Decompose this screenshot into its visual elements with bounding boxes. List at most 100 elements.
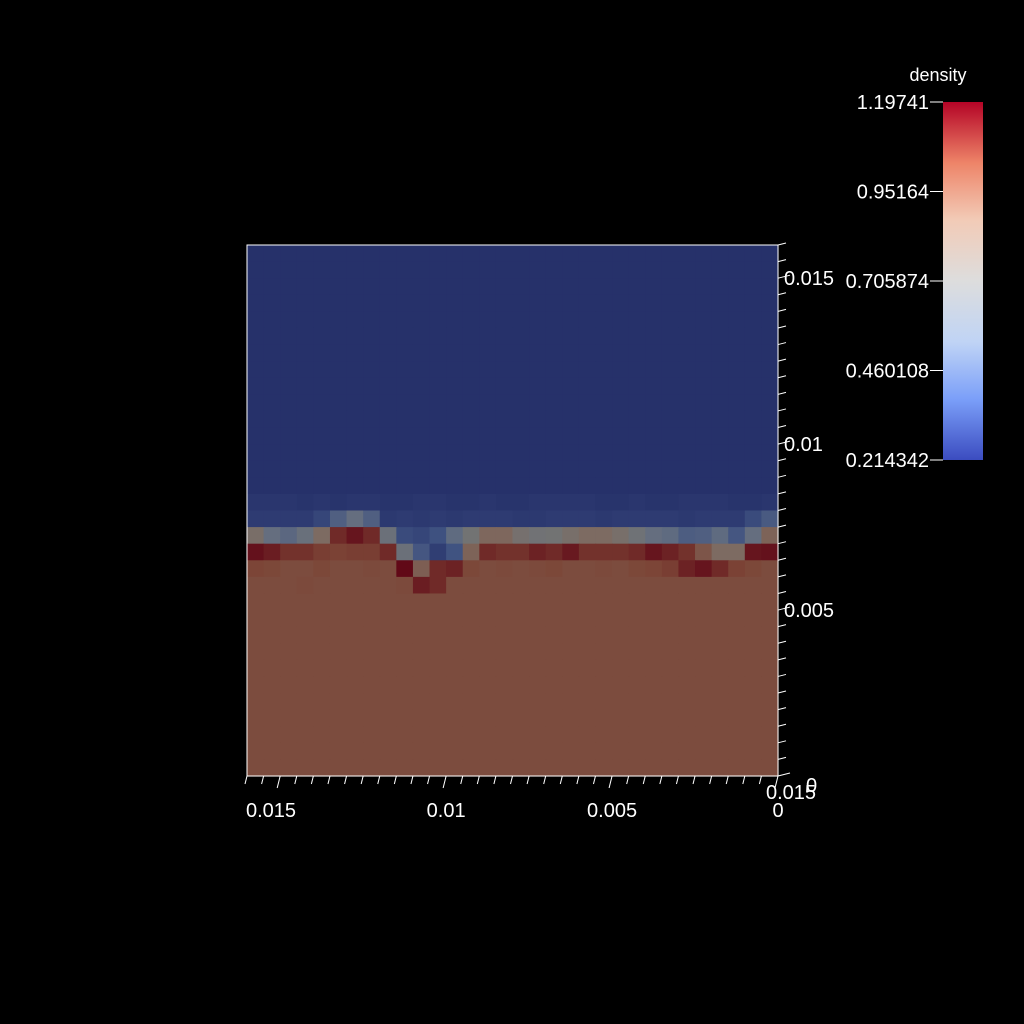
heatmap-cell xyxy=(529,510,547,528)
heatmap-cell xyxy=(412,493,431,512)
heatmap-cell xyxy=(429,444,447,462)
heatmap-cell xyxy=(247,626,265,644)
heatmap-cell xyxy=(329,676,348,694)
heatmap-cell xyxy=(512,361,530,379)
heatmap-cell xyxy=(529,311,547,329)
x-major-tick xyxy=(442,775,447,789)
x-minor-tick xyxy=(725,775,729,785)
heatmap-cell xyxy=(446,643,464,661)
heatmap-cell xyxy=(562,311,580,329)
heatmap-cell xyxy=(479,444,497,462)
heatmap-cell xyxy=(612,278,630,296)
heatmap-cell xyxy=(329,510,348,528)
heatmap-cell xyxy=(313,477,331,495)
colorbar-tick-label: 1.19741 xyxy=(857,92,929,114)
heatmap-cell xyxy=(363,726,381,744)
heatmap-cell xyxy=(296,245,314,263)
heatmap-cell xyxy=(296,576,314,595)
heatmap-cell xyxy=(247,742,265,760)
heatmap-cell xyxy=(529,676,547,694)
heatmap-cell xyxy=(661,344,680,362)
heatmap-cell xyxy=(628,493,646,512)
heatmap-cell xyxy=(329,726,348,744)
colorbar-title: density xyxy=(909,65,966,85)
heatmap-cell xyxy=(263,510,281,528)
heatmap-cell xyxy=(396,394,414,412)
y-axis: 0 0.005 0.01 0.015 xyxy=(777,242,834,797)
x-minor-tick xyxy=(360,775,364,785)
heatmap-cell xyxy=(313,344,331,362)
heatmap-cell xyxy=(595,626,613,644)
heatmap-cell xyxy=(296,394,314,412)
heatmap-cell xyxy=(661,278,680,296)
heatmap-cell xyxy=(728,693,746,711)
heatmap-cell xyxy=(280,593,298,611)
heatmap-cell xyxy=(711,361,729,379)
heatmap-cell xyxy=(645,527,663,545)
heatmap-cell xyxy=(313,709,331,727)
heatmap-cell xyxy=(578,543,597,561)
x-minor-tick xyxy=(310,775,314,785)
heatmap-cell xyxy=(263,643,281,661)
heatmap-cell xyxy=(263,311,281,329)
heatmap-cell xyxy=(280,527,298,545)
heatmap-cell xyxy=(612,659,630,678)
heatmap-cell xyxy=(363,709,381,727)
heatmap-cell xyxy=(744,626,762,644)
y-minor-tick xyxy=(777,474,787,478)
heatmap-cell xyxy=(396,493,414,512)
heatmap-cell xyxy=(578,610,597,628)
heatmap-cell xyxy=(578,709,597,727)
heatmap-cell xyxy=(296,278,314,296)
heatmap-cell xyxy=(661,759,680,777)
heatmap-cell xyxy=(578,477,597,495)
heatmap-cell xyxy=(363,676,381,694)
heatmap-cell xyxy=(396,410,414,429)
heatmap-cell xyxy=(346,510,364,528)
heatmap-cell xyxy=(695,643,713,661)
heatmap-cell xyxy=(379,593,397,611)
heatmap-cell xyxy=(263,759,281,777)
heatmap-cell xyxy=(495,576,514,595)
heatmap-cell xyxy=(280,477,298,495)
heatmap-cell xyxy=(645,344,663,362)
heatmap-cell xyxy=(329,278,348,296)
heatmap-cell xyxy=(379,444,397,462)
heatmap-cell xyxy=(247,493,265,512)
heatmap-cell xyxy=(512,576,530,595)
heatmap-cell xyxy=(595,527,613,545)
heatmap-cell xyxy=(379,493,397,512)
heatmap-cell xyxy=(744,726,762,744)
heatmap-cell xyxy=(678,742,696,760)
heatmap-cell xyxy=(529,245,547,263)
heatmap-cell xyxy=(595,311,613,329)
heatmap-cell xyxy=(545,460,563,478)
heatmap-cell xyxy=(263,394,281,412)
heatmap-cell xyxy=(529,543,547,561)
heatmap-cell xyxy=(761,493,779,512)
heatmap-cell xyxy=(661,394,680,412)
y-minor-tick xyxy=(777,640,787,644)
heatmap-cell xyxy=(545,245,563,263)
heatmap-cell xyxy=(628,659,646,678)
heatmap-cell xyxy=(396,377,414,395)
heatmap-cell xyxy=(661,709,680,727)
heatmap-cell xyxy=(761,510,779,528)
heatmap-cell xyxy=(728,626,746,644)
heatmap-cell xyxy=(429,510,447,528)
heatmap-cell xyxy=(645,759,663,777)
heatmap-cell xyxy=(379,676,397,694)
y-tick-label: 0 xyxy=(806,775,817,797)
heatmap-cell xyxy=(761,444,779,462)
heatmap-cell xyxy=(346,527,364,545)
heatmap-cell xyxy=(695,626,713,644)
heatmap-cell xyxy=(479,726,497,744)
heatmap-cell xyxy=(512,460,530,478)
heatmap-cell xyxy=(429,676,447,694)
heatmap-cell xyxy=(346,410,364,429)
heatmap-cell xyxy=(661,460,680,478)
x-minor-tick xyxy=(377,775,381,785)
heatmap-cell xyxy=(562,427,580,445)
heatmap-cell xyxy=(446,311,464,329)
